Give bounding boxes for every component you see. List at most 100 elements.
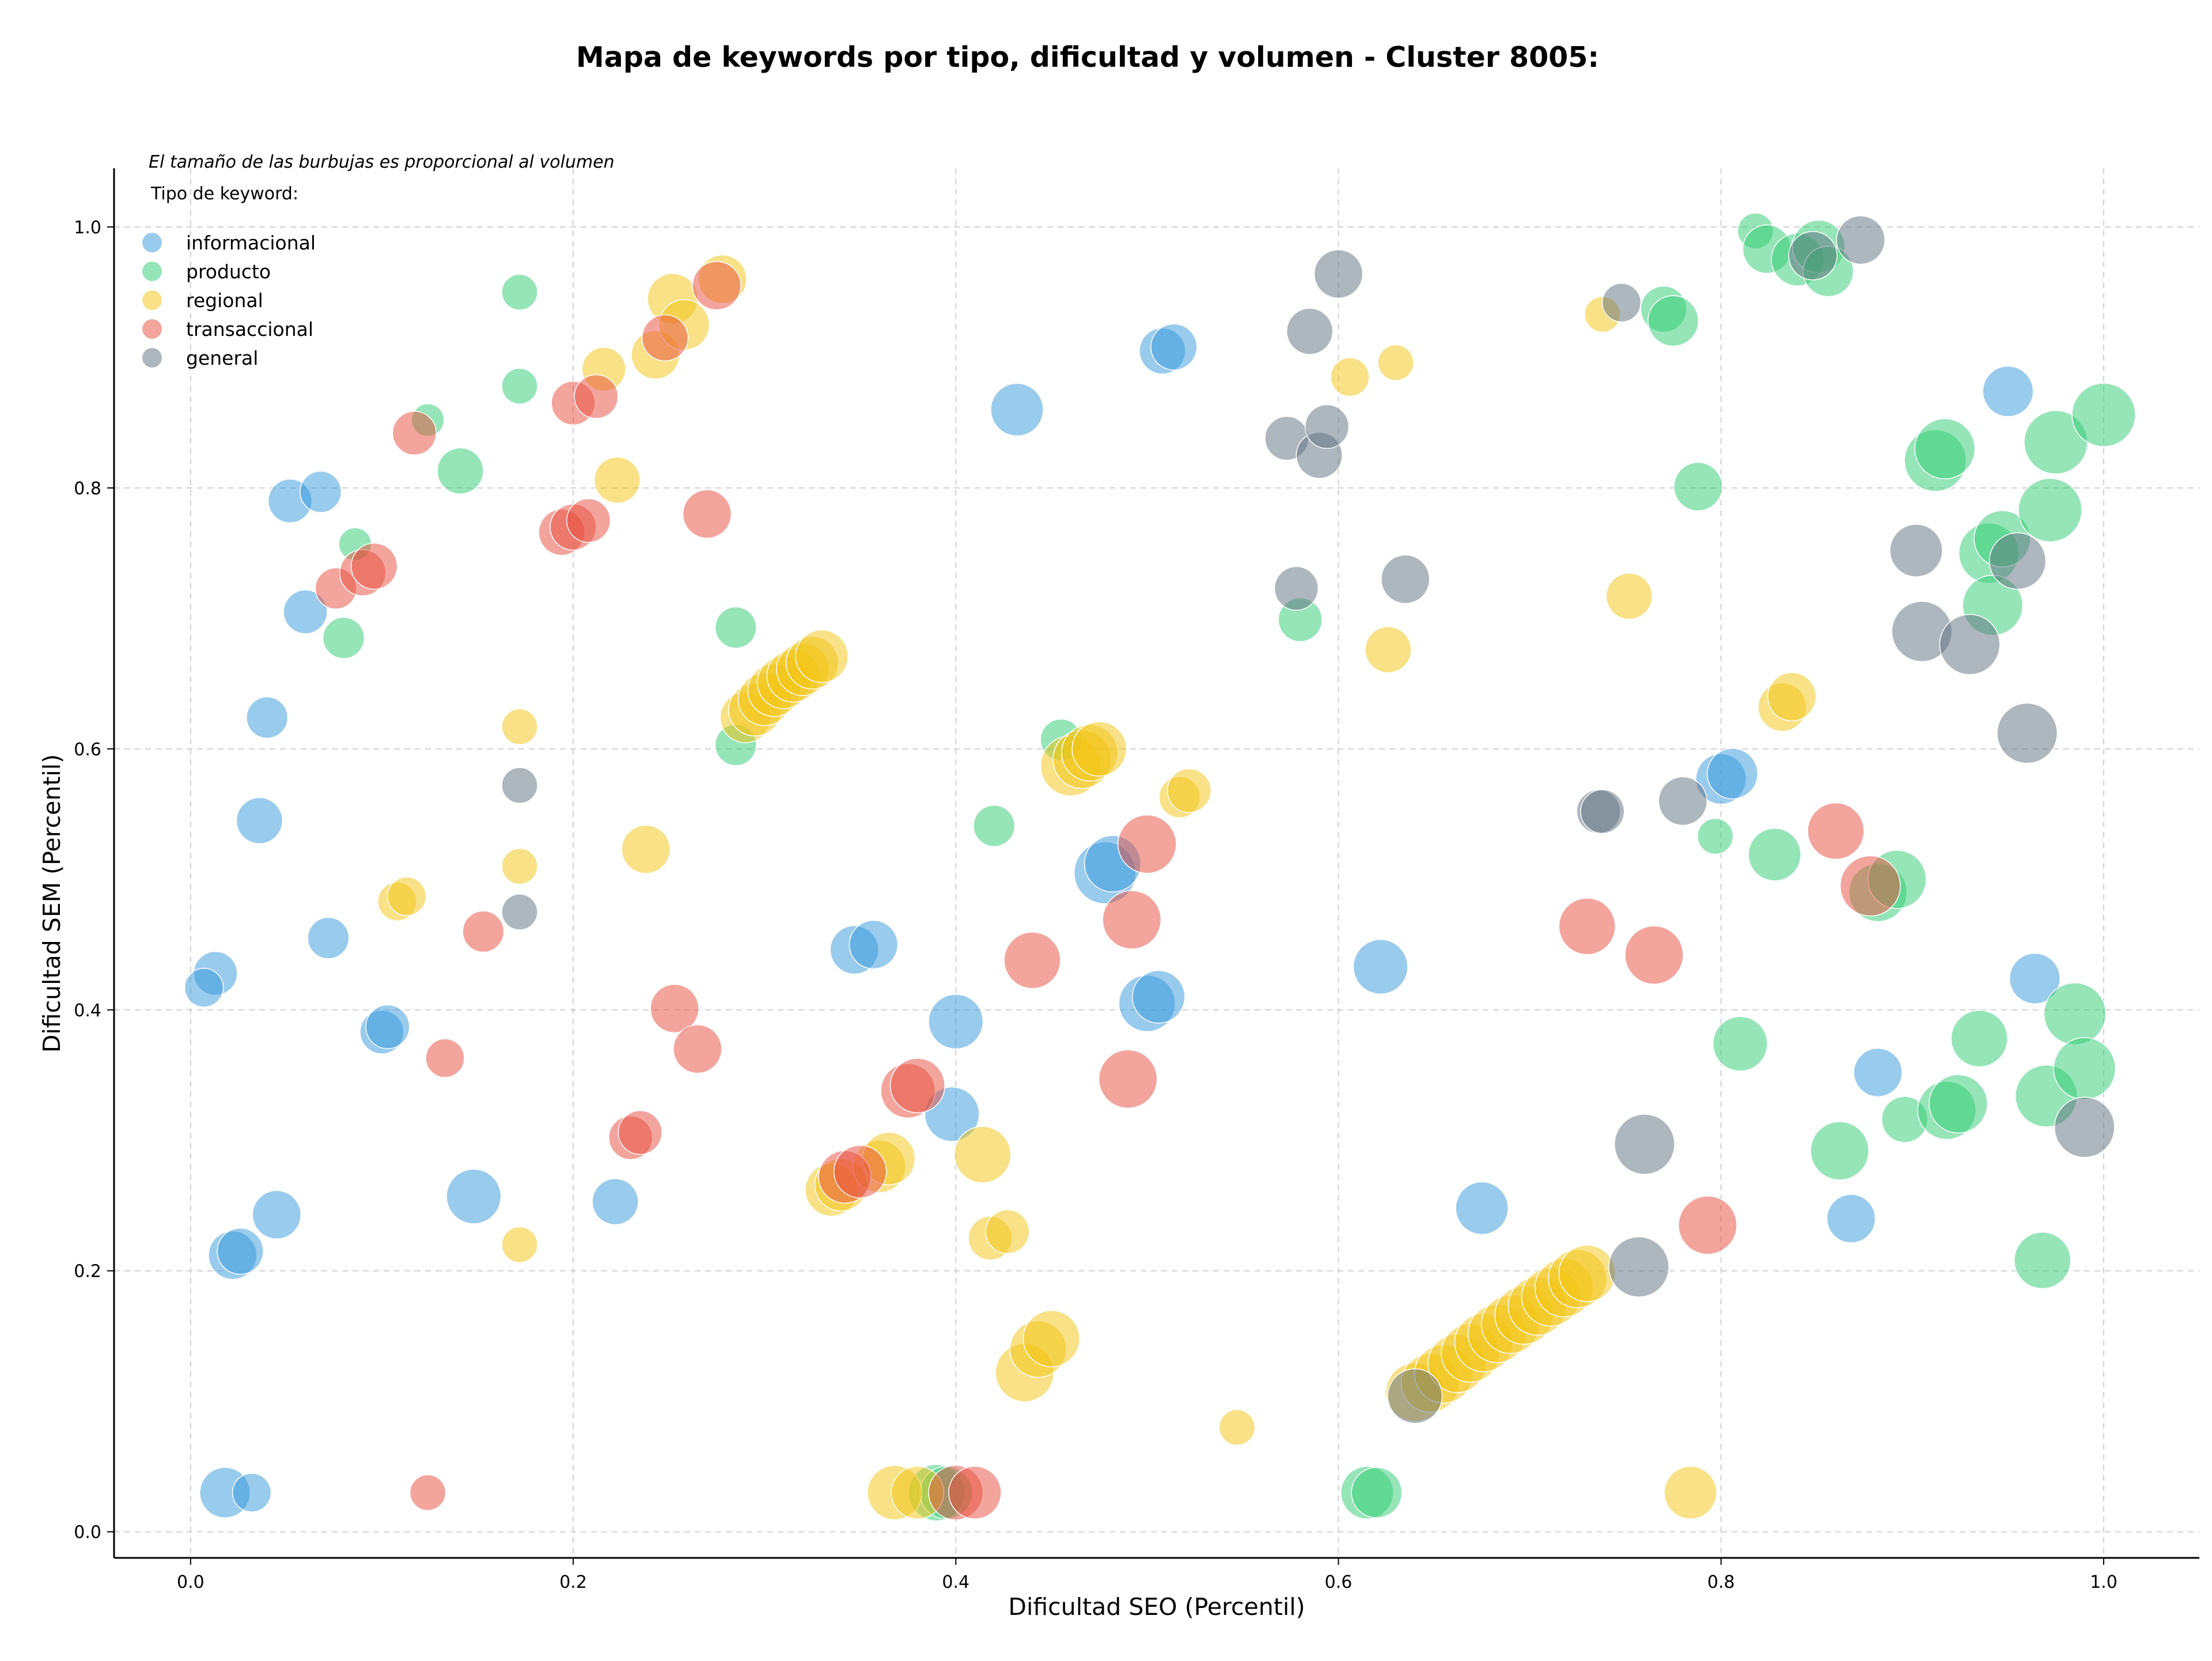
legend-item: regional: [142, 289, 263, 312]
legend-marker: [142, 262, 162, 281]
bubble-point: [350, 543, 398, 590]
bubble-point: [1950, 1009, 2008, 1068]
bubble-point: [501, 847, 538, 885]
bubble-point: [1102, 890, 1162, 949]
legend-item: informacional: [142, 232, 316, 254]
bubble-point: [1673, 461, 1723, 512]
bubble-point: [673, 1024, 722, 1074]
bubble-point: [954, 1126, 1012, 1183]
bubble-point: [621, 824, 671, 874]
bubble-point: [833, 1145, 887, 1198]
bubble-point: [232, 1473, 272, 1513]
bubble-point: [1624, 925, 1684, 985]
ticks: 0.0 0.2 0.4 0.6 0.8 1.0 0.0 0.2 0.4 0.6 0.8 1.0: [74, 218, 2118, 1592]
bubble-size-note: El tamaño de las burbujas es proporciona…: [149, 152, 615, 172]
bubble-point: [501, 767, 538, 804]
bubble-point: [425, 1038, 465, 1078]
bubble-point: [948, 1466, 1002, 1520]
bubble-point: [650, 983, 699, 1034]
y-axis-label: Dificultad SEM (Percentil): [38, 754, 66, 1053]
bubble-point: [1807, 802, 1865, 860]
bubble-point: [1304, 404, 1350, 449]
bubble-point: [252, 1190, 302, 1240]
bubble-point: [322, 616, 365, 659]
bubble-point: [1150, 323, 1198, 371]
bubble-point: [246, 696, 289, 739]
bubble-point: [1022, 1310, 1081, 1368]
bubble-point: [501, 708, 538, 746]
bubble-point: [1658, 776, 1708, 826]
bubble-point: [1810, 1121, 1869, 1181]
series-informacional: [184, 323, 2061, 1519]
bubble-point: [1826, 1194, 1876, 1243]
x-axis-label: Dificultad SEO (Percentil): [1008, 1593, 1305, 1621]
bubble-point: [714, 606, 757, 649]
bubble-point: [1365, 626, 1412, 674]
bubble-point: [1601, 283, 1642, 323]
bubble-point: [1558, 898, 1616, 955]
bubble-point: [1664, 1466, 1717, 1520]
bubble-point: [1853, 1047, 1903, 1098]
bubbles: [184, 212, 2136, 1522]
bubble-point: [1647, 295, 1699, 347]
x-tick-label: 0.4: [942, 1572, 969, 1592]
bubble-point: [501, 894, 538, 930]
bubble-point: [462, 910, 505, 953]
bubble-point: [1351, 1467, 1403, 1519]
bubble-point: [184, 968, 224, 1008]
bubble-point: [1166, 768, 1212, 813]
y-tick-label: 0.2: [74, 1262, 101, 1282]
bubble-point: [365, 1004, 410, 1049]
bubble-point: [1605, 573, 1653, 620]
legend-item: general: [142, 347, 258, 369]
bubble-point: [2054, 1096, 2115, 1158]
x-tick-label: 0.8: [1707, 1572, 1735, 1592]
bubble-point: [1098, 1049, 1158, 1109]
bubble-point: [446, 1168, 502, 1224]
y-tick-label: 1.0: [74, 218, 101, 238]
bubble-point: [1218, 1409, 1256, 1446]
legend-item: transaccional: [142, 318, 313, 340]
bubble-point: [1387, 1368, 1443, 1424]
bubble-point: [236, 797, 283, 845]
legend-marker: [142, 290, 162, 310]
bubble-point: [1330, 357, 1370, 397]
bubble-point: [2018, 478, 2082, 543]
bubble-point: [1003, 931, 1061, 989]
bubble-point: [1580, 789, 1625, 834]
legend-marker: [142, 233, 162, 252]
bubble-point: [1707, 748, 1759, 800]
legend-label: informacional: [186, 232, 316, 254]
series-transaccional: [315, 261, 1901, 1520]
bubble-point: [1286, 308, 1334, 355]
bubble-point: [795, 629, 849, 683]
legend-label: regional: [186, 289, 263, 312]
legend-marker: [142, 348, 162, 368]
bubble-point: [2071, 383, 2136, 447]
bubble-point: [2009, 952, 2061, 1004]
bubble-point: [593, 456, 641, 504]
legend: informacional producto regional transaccion…: [142, 232, 316, 369]
bubble-point: [574, 374, 619, 419]
legend-item: producto: [142, 260, 271, 283]
bubble-point: [437, 447, 484, 495]
bubble-point: [692, 261, 741, 311]
legend-marker: [142, 319, 162, 339]
bubble-point: [1988, 532, 2047, 590]
bubble-point: [1697, 818, 1734, 855]
y-tick-label: 0.0: [74, 1523, 101, 1543]
axes: [113, 168, 2199, 1559]
bubble-point: [985, 1209, 1030, 1254]
y-tick-label: 0.4: [74, 1001, 101, 1021]
bubble-point: [1380, 554, 1430, 604]
bubble-point: [217, 1228, 264, 1275]
x-tick-label: 0.2: [559, 1572, 587, 1592]
bubble-point: [1889, 524, 1943, 577]
bubble-point: [1788, 230, 1838, 281]
bubble-point: [501, 1226, 538, 1263]
x-tick-label: 1.0: [2090, 1572, 2118, 1592]
legend-label: transaccional: [186, 318, 313, 340]
bubble-point: [1118, 814, 1177, 874]
bubble-point: [1608, 1236, 1669, 1297]
series-general: [501, 215, 2115, 1424]
